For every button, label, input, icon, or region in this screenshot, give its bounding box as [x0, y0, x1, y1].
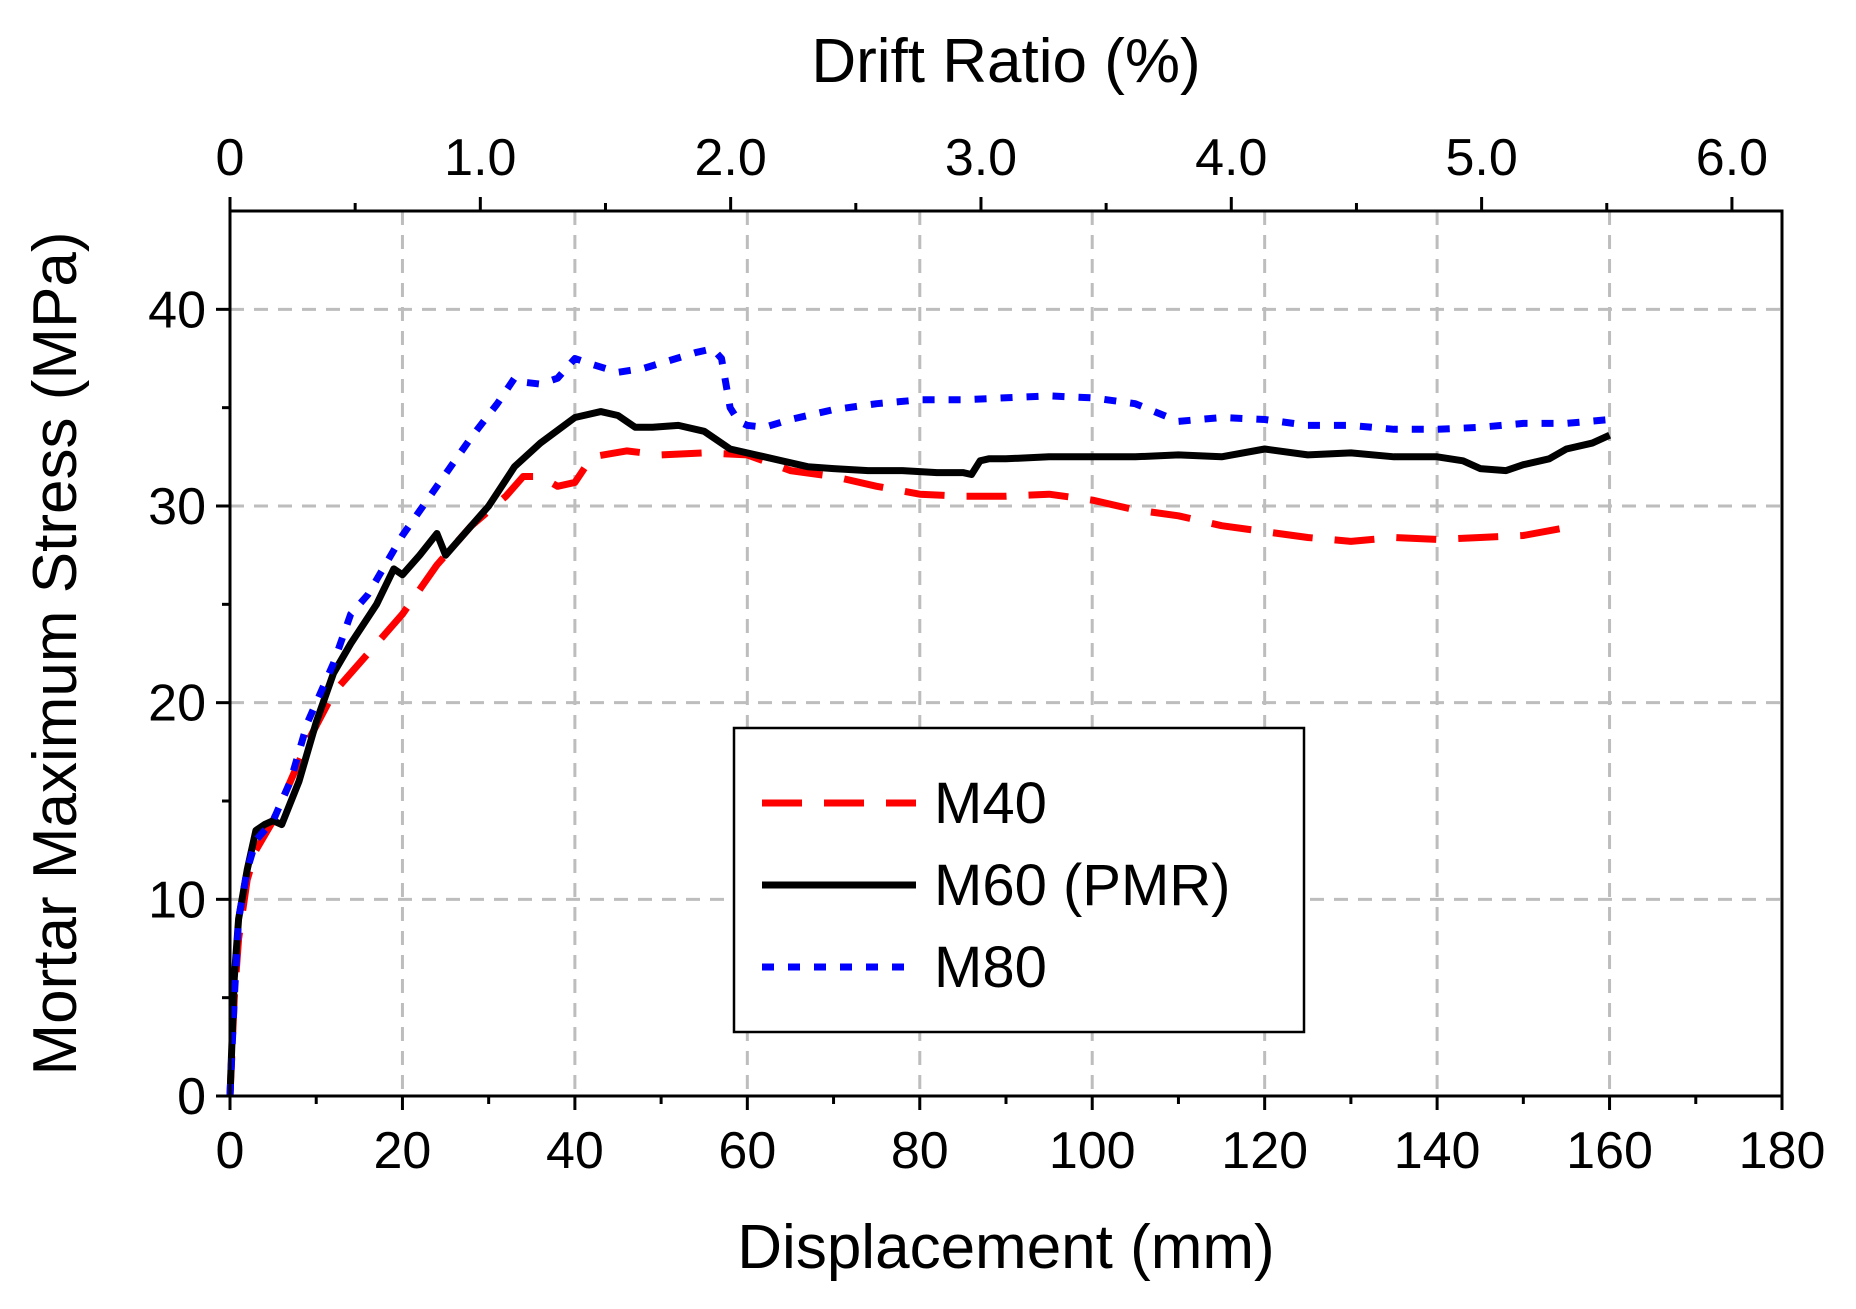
top-tick-label: 2.0 [694, 129, 766, 187]
tick-group: 0 20 40 60 80 100 120 140 160 180 0 10 20 30 40 0 1.0 2.0… [148, 129, 1825, 1180]
y-axis-label: Mortar Maximum Stress (MPa) [21, 232, 90, 1076]
x-tick-label: 80 [891, 1122, 949, 1180]
x-tick-label: 160 [1566, 1122, 1653, 1180]
x-tick-label: 0 [216, 1122, 245, 1180]
top-tick-label: 0 [216, 129, 245, 187]
y-tick-label: 20 [148, 675, 206, 733]
legend-box [732, 726, 1306, 1034]
top-axis-label: Drift Ratio (%) [811, 27, 1200, 96]
top-tick-label: 3.0 [945, 129, 1017, 187]
legend-label: M80 [934, 935, 1047, 1000]
series-line-m80 [226, 345, 1610, 1097]
x-tick-label: 40 [546, 1122, 604, 1180]
y-tick-label: 10 [148, 871, 206, 929]
top-tick-label: 1.0 [444, 129, 516, 187]
y-tick-label: 0 [177, 1068, 206, 1126]
legend-label: M60 (PMR) [934, 853, 1230, 918]
x-tick-label: 180 [1739, 1122, 1826, 1180]
x-tick-label: 120 [1221, 1122, 1308, 1180]
y-tick-label: 30 [148, 478, 206, 536]
legend-label: M40 [934, 771, 1047, 836]
x-tick-label: 60 [718, 1122, 776, 1180]
top-tick-label: 6.0 [1696, 129, 1768, 187]
x-tick-label: 140 [1394, 1122, 1481, 1180]
legend: M40 M60 (PMR) M80 [732, 726, 1306, 1034]
y-tick-label: 40 [148, 281, 206, 339]
series-group [226, 345, 1612, 1097]
x-tick-label: 20 [374, 1122, 432, 1180]
x-tick-label: 100 [1049, 1122, 1136, 1180]
top-tick-label: 5.0 [1445, 129, 1517, 187]
x-axis-label: Displacement (mm) [737, 1213, 1274, 1282]
series-line-m60-pmr [226, 408, 1612, 1097]
top-tick-label: 4.0 [1195, 129, 1267, 187]
